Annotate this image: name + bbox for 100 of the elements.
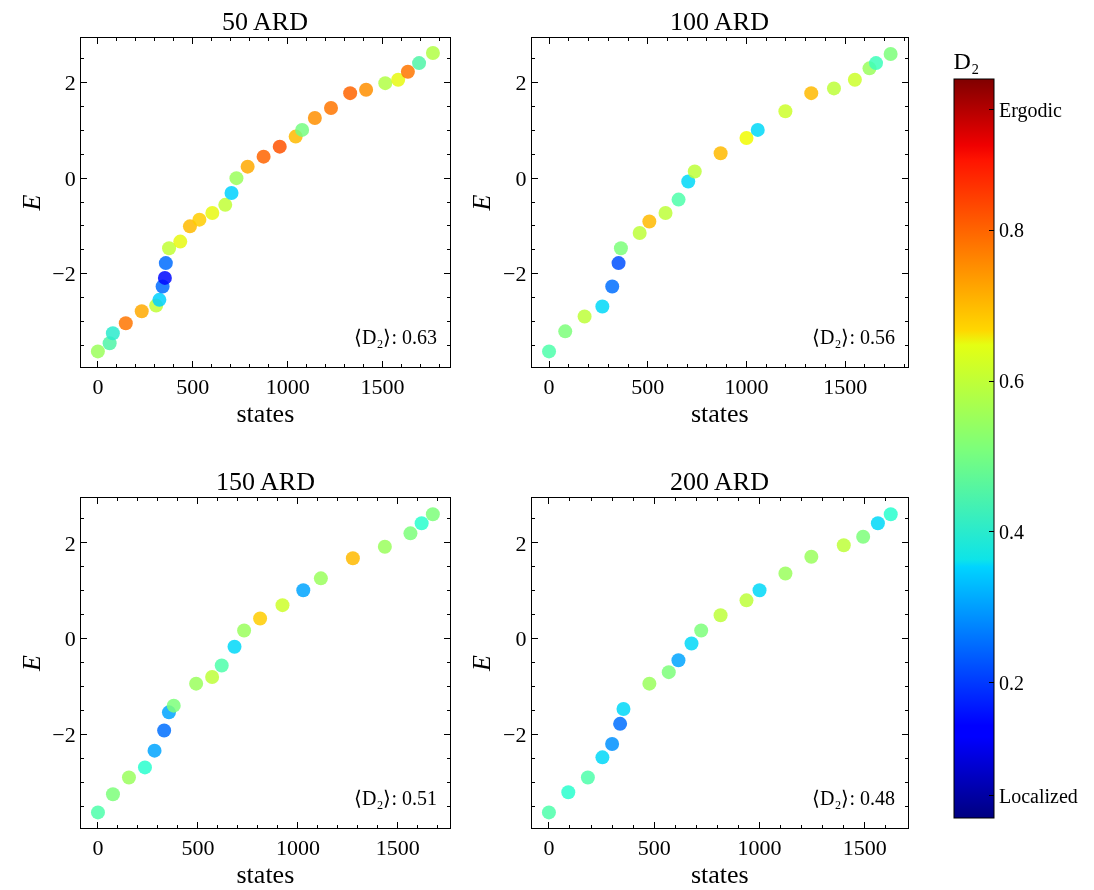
point	[400, 64, 415, 79]
point	[826, 81, 841, 96]
point	[681, 174, 696, 189]
point	[870, 516, 885, 531]
point	[836, 538, 851, 553]
y-axis-title: E	[467, 655, 497, 672]
x-tick-label: 1000	[265, 374, 310, 400]
point	[295, 122, 310, 137]
point	[253, 611, 268, 626]
point	[542, 344, 557, 359]
x-tick-label: 0	[543, 374, 555, 400]
x-tick-label: 500	[181, 835, 215, 861]
annotation: ⟨D₂⟩: 0.63	[354, 326, 437, 348]
point	[558, 324, 573, 339]
y-tick-label: −2	[503, 261, 527, 287]
point	[147, 743, 162, 758]
point	[158, 256, 173, 271]
point	[561, 785, 576, 800]
x-axis-title: states	[690, 399, 749, 429]
point	[105, 326, 120, 341]
x-axis-title: states	[236, 399, 295, 429]
point	[658, 205, 673, 220]
y-tick-label: 2	[64, 70, 76, 96]
color-bar-title: D₂	[953, 47, 980, 74]
point	[577, 309, 592, 324]
x-axis-title: states	[690, 860, 749, 890]
point	[377, 539, 392, 554]
point	[157, 723, 172, 738]
point	[173, 234, 188, 249]
point	[869, 56, 884, 71]
point	[425, 507, 440, 522]
point	[687, 164, 702, 179]
point	[343, 86, 358, 101]
point	[275, 598, 290, 613]
point	[883, 47, 898, 62]
point	[739, 593, 754, 608]
x-tick-label: 0	[543, 835, 555, 861]
point	[605, 736, 620, 751]
point	[323, 100, 338, 115]
point	[272, 139, 287, 154]
y-axis-title: E	[467, 194, 497, 212]
y-tick-label: 2	[64, 530, 76, 556]
x-tick-label: 1500	[823, 374, 868, 400]
point	[237, 623, 252, 638]
point	[425, 46, 440, 61]
point	[595, 299, 610, 314]
point	[684, 636, 699, 651]
y-tick-label: 0	[515, 165, 527, 191]
color-bar-label: 0.2	[999, 671, 1024, 694]
point	[240, 159, 255, 174]
point	[613, 241, 628, 256]
point	[595, 750, 610, 765]
point	[671, 192, 686, 207]
point	[414, 516, 429, 531]
point	[847, 72, 862, 87]
point	[157, 270, 172, 285]
point	[152, 292, 167, 307]
point	[616, 702, 631, 716]
point	[403, 526, 418, 541]
chart-title: 200 ARD	[670, 467, 769, 496]
point	[778, 104, 793, 119]
point	[214, 658, 229, 673]
y-axis-title: E	[16, 194, 46, 212]
y-axis-title: E	[16, 655, 46, 672]
point	[713, 146, 728, 161]
chart-title: 50 ARD	[222, 7, 308, 36]
x-tick-label: 1500	[360, 374, 405, 400]
y-tick-label: −2	[52, 261, 76, 287]
point	[642, 214, 657, 229]
point	[713, 608, 728, 623]
y-tick-label: 0	[64, 165, 76, 191]
point	[307, 110, 322, 125]
x-tick-label: 1000	[275, 835, 320, 861]
point	[105, 787, 120, 802]
chart-title: 100 ARD	[670, 7, 769, 36]
point	[205, 669, 220, 684]
point	[611, 256, 626, 271]
color-bar-label: Ergodic	[999, 98, 1063, 122]
x-tick-label: 1500	[842, 835, 887, 861]
color-bar-label: 0.4	[999, 520, 1024, 543]
point	[313, 571, 328, 586]
annotation: ⟨D₂⟩: 0.51	[354, 787, 437, 809]
y-tick-label: 2	[515, 530, 527, 556]
point	[661, 665, 676, 680]
color-bar-label: Localized	[999, 784, 1078, 807]
point	[739, 131, 754, 146]
point	[778, 566, 793, 581]
point	[642, 676, 657, 691]
point	[613, 716, 628, 731]
annotation: ⟨D₂⟩: 0.56	[812, 326, 895, 348]
point	[359, 82, 374, 97]
point	[752, 583, 767, 598]
x-tick-label: 1500	[375, 835, 420, 861]
point	[137, 760, 152, 775]
point	[90, 805, 105, 820]
point	[121, 770, 136, 785]
point	[345, 551, 360, 566]
point	[750, 122, 765, 137]
x-tick-label: 1000	[737, 835, 782, 861]
point	[378, 76, 393, 91]
